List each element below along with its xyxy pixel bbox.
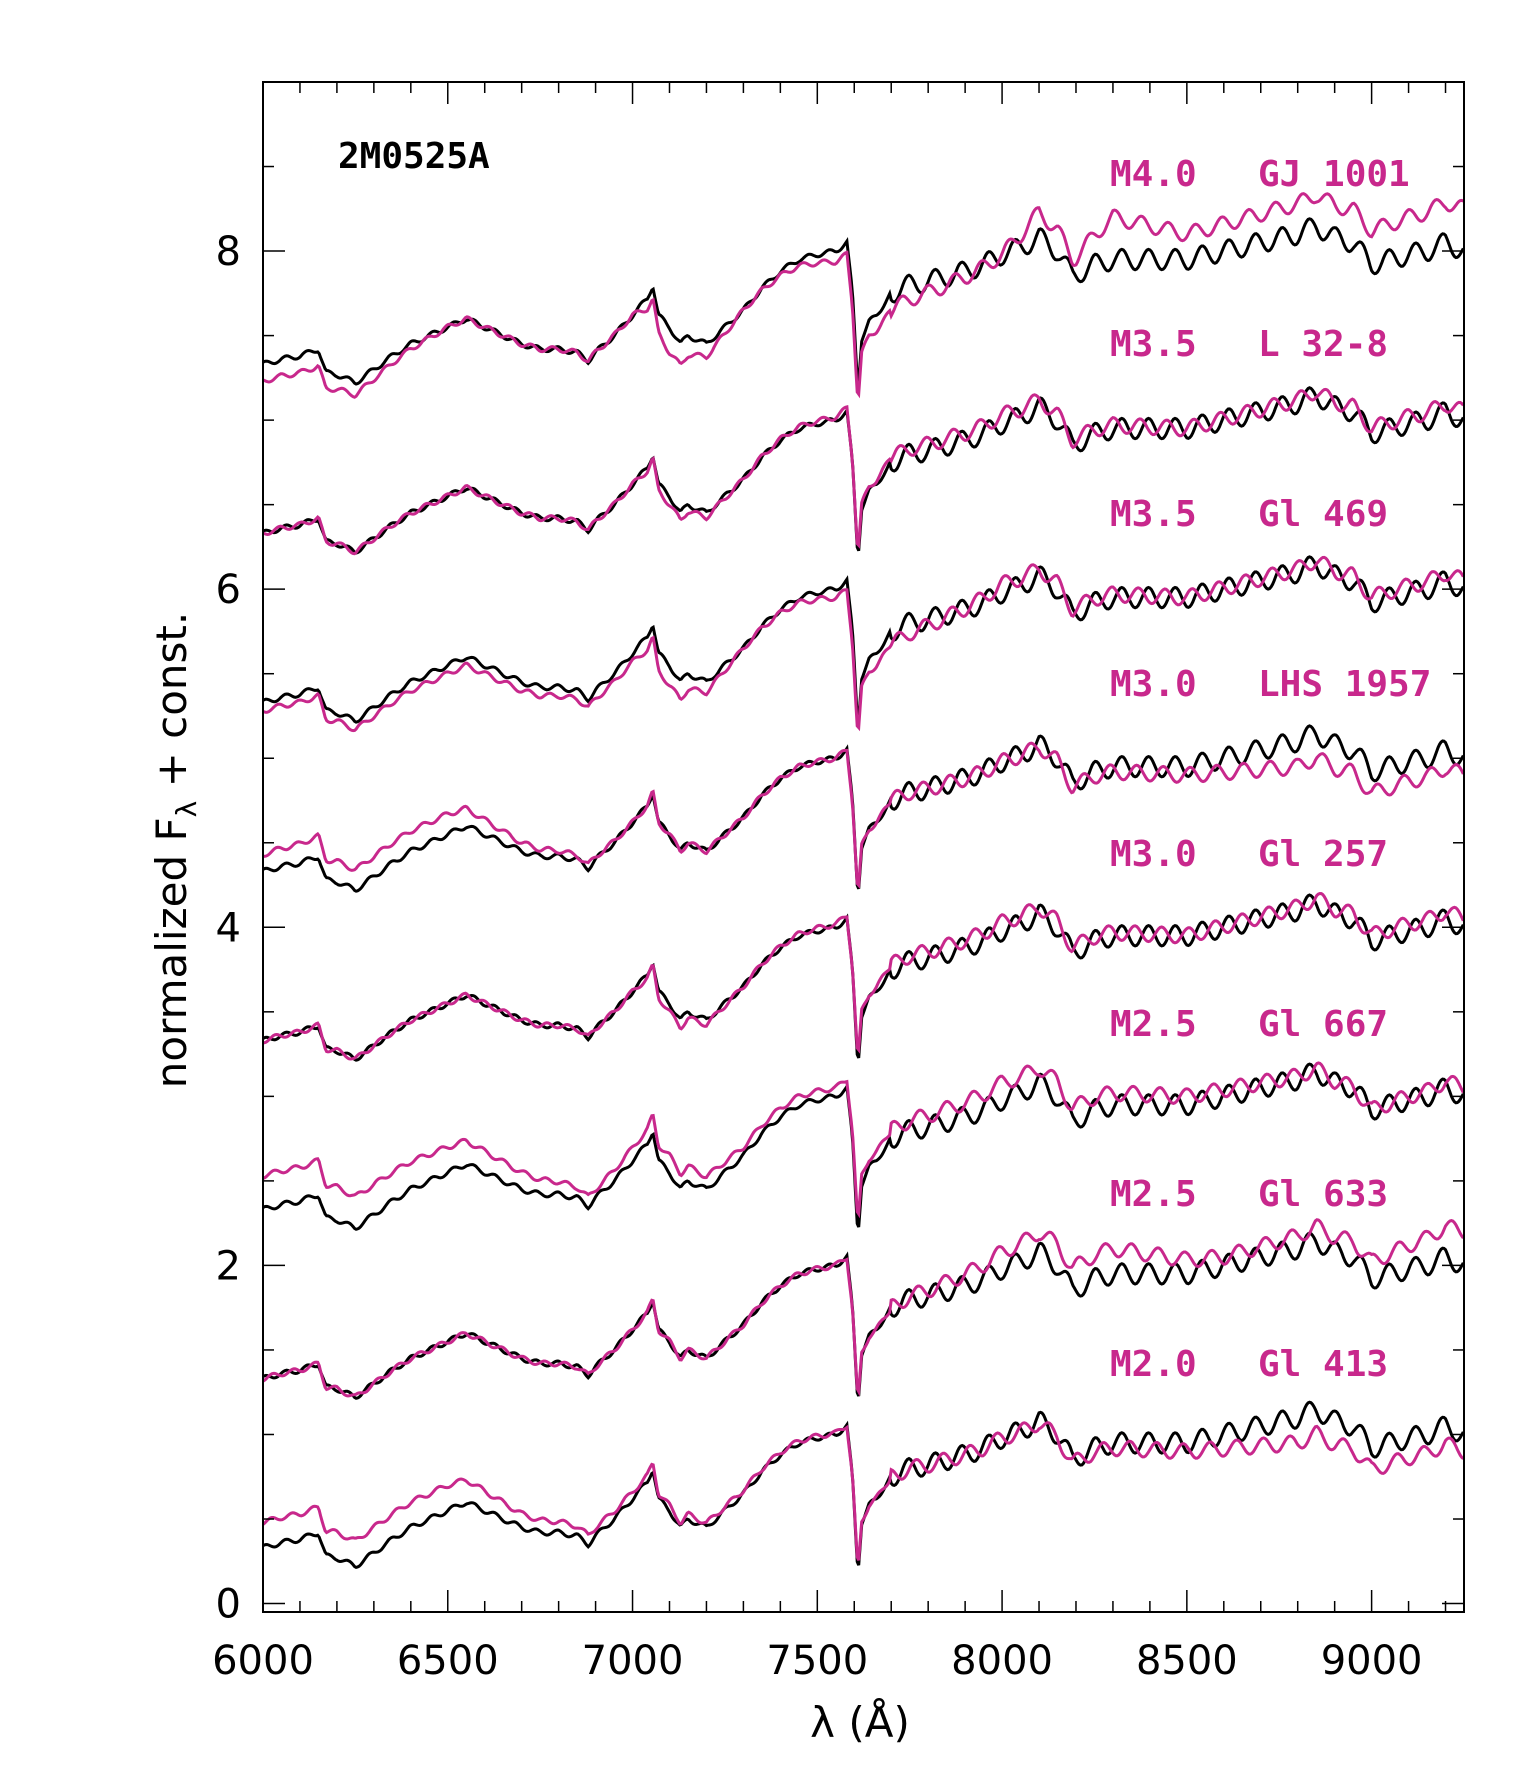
target-spectrum-line	[262, 1400, 1465, 1570]
annotation-star-name: Gl 667	[1258, 1004, 1388, 1045]
template-spectrum-line	[262, 1061, 1465, 1219]
annotation-spectral-type: M2.5	[1110, 1174, 1197, 1215]
y-tick-label: 0	[216, 1582, 241, 1628]
y-tick-label: 6	[216, 567, 241, 613]
template-spectrum-line	[262, 555, 1465, 733]
x-tick-label: 9000	[1321, 1638, 1423, 1684]
annotation-spectral-type: M2.5	[1110, 1004, 1197, 1045]
y-axis-label-subscript: λ	[170, 801, 203, 818]
template-spectrum-line	[262, 741, 1465, 889]
y-tick-label: 4	[216, 905, 241, 951]
annotation-star-name: Gl 413	[1258, 1344, 1388, 1385]
annotation-star-name: Gl 633	[1258, 1174, 1388, 1215]
y-tick-label: 8	[216, 229, 241, 275]
template-spectra-group	[262, 192, 1465, 1561]
target-spectra-group	[262, 217, 1465, 1570]
annotation-star-name: Gl 257	[1258, 834, 1388, 875]
x-axis-label: λ (Å)	[810, 1697, 910, 1747]
x-tick-label: 6500	[397, 1638, 499, 1684]
target-spectrum-line	[262, 893, 1465, 1062]
annotation-labels: M4.0 GJ 1001 M3.5 L 32-8 M3.5 Gl 469 M3.0 LHS 1…	[1110, 154, 1431, 1385]
target-spectrum-line	[262, 1062, 1465, 1231]
x-tick-labels: 6000 6500 7000 7500 8000 8500 9000	[212, 1638, 1422, 1684]
annotation-star-name: GJ 1001	[1258, 154, 1410, 195]
chart-title: 2M0525A	[338, 136, 490, 177]
y-axis-label-main: normalized F	[147, 817, 196, 1088]
template-spectrum-line	[263, 891, 1465, 1061]
annotation-star-name: Gl 469	[1258, 494, 1388, 535]
template-spectrum-line	[262, 387, 1465, 556]
template-spectrum-line	[262, 1218, 1465, 1398]
template-spectrum-line	[262, 1421, 1465, 1561]
annotation-spectral-type: M4.0	[1110, 154, 1197, 195]
y-axis-label-suffix: + const.	[147, 612, 196, 801]
x-axis-ticks	[262, 82, 1447, 1612]
annotation-spectral-type: M3.5	[1110, 324, 1197, 365]
y-tick-labels: 0 2 4 6 8	[216, 229, 241, 1627]
template-spectrum-line	[262, 192, 1465, 399]
annotation-spectral-type: M3.0	[1110, 664, 1197, 705]
x-tick-label: 8000	[951, 1638, 1053, 1684]
plot-frame	[262, 81, 1465, 1613]
x-tick-label: 7000	[582, 1638, 684, 1684]
x-tick-label: 7500	[766, 1638, 868, 1684]
y-tick-label: 2	[216, 1243, 241, 1289]
y-axis-label: normalized Fλ + const.	[147, 612, 203, 1088]
x-tick-label: 8500	[1136, 1638, 1238, 1684]
annotation-spectral-type: M3.0	[1110, 834, 1197, 875]
annotation-spectral-type: M2.0	[1110, 1344, 1197, 1385]
annotation-spectral-type: M3.5	[1110, 494, 1197, 535]
y-axis-ticks	[263, 165, 1464, 1605]
annotation-star-name: LHS 1957	[1258, 664, 1431, 705]
annotation-star-name: L 32-8	[1258, 324, 1388, 365]
x-tick-label: 6000	[212, 1638, 314, 1684]
